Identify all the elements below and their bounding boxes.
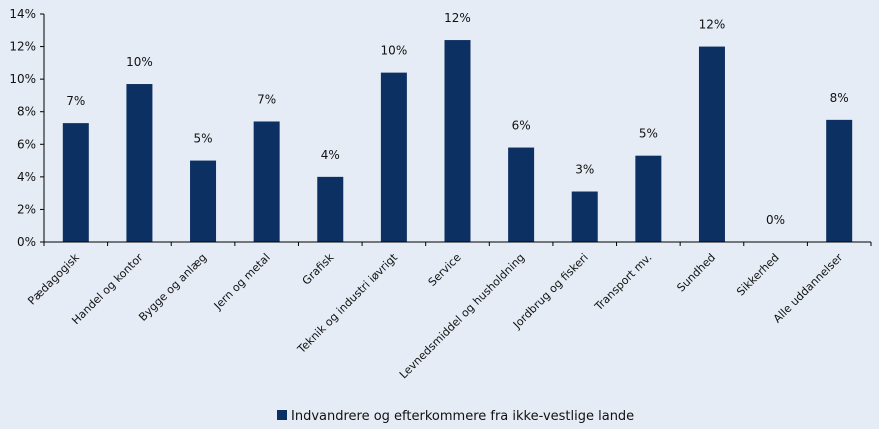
bar — [253, 121, 280, 242]
category-label: Levnedsmiddel og husholdning — [397, 251, 527, 381]
bar — [698, 46, 725, 243]
data-label: 10% — [381, 44, 408, 58]
axes — [43, 14, 872, 246]
data-label: 7% — [257, 92, 276, 106]
data-label: 12% — [444, 11, 471, 25]
y-tick-label: 6% — [17, 137, 36, 151]
data-label: 5% — [639, 127, 658, 141]
category-label: Handel og kontor — [69, 251, 146, 328]
y-tick-label: 12% — [9, 40, 36, 54]
bar — [126, 84, 153, 243]
bar — [317, 176, 344, 242]
legend: Indvandrere og efterkommere fra ikke-ves… — [277, 409, 634, 424]
data-label: 0% — [766, 213, 785, 227]
category-label: Teknik og industri iøvrigt — [294, 250, 400, 356]
category-label: Sikkerhed — [734, 251, 782, 299]
bar — [62, 123, 89, 242]
category-label: Grafisk — [300, 250, 337, 287]
data-label: 7% — [66, 94, 85, 108]
data-label: 10% — [126, 55, 153, 69]
category-label: Jern og metal — [211, 251, 273, 313]
data-label: 12% — [699, 18, 726, 32]
category-label: Sundhed — [674, 251, 718, 295]
bar — [508, 147, 535, 242]
data-label: 5% — [194, 132, 213, 146]
category-label: Bygge og anlæg — [136, 251, 209, 324]
y-tick-label: 0% — [17, 235, 36, 249]
category-label: Pædagogisk — [25, 250, 82, 307]
y-tick-label: 8% — [17, 105, 36, 119]
data-label: 6% — [512, 119, 531, 133]
legend-swatch — [277, 410, 287, 420]
bar — [444, 40, 471, 242]
y-tick-label: 10% — [9, 72, 36, 86]
bar — [635, 155, 662, 242]
category-label: Service — [426, 251, 464, 289]
bar — [571, 191, 598, 242]
category-label: Transport mv. — [592, 251, 655, 314]
y-tick-label: 2% — [17, 202, 36, 216]
legend-label: Indvandrere og efterkommere fra ikke-ves… — [291, 409, 634, 424]
bar — [380, 72, 407, 242]
bar — [826, 119, 853, 242]
data-label: 8% — [830, 91, 849, 105]
data-labels: 7% 10% 5% 7% 4% 10% 12% 6% 3% 5% 12% 0% 8% — [66, 11, 848, 227]
bars — [62, 40, 853, 243]
y-axis-ticks: 0% 2% 4% 6% 8% 10% 12% 14% — [9, 7, 44, 249]
data-label: 4% — [321, 148, 340, 162]
y-tick-label: 4% — [17, 170, 36, 184]
category-label: Alle uddannelser — [771, 251, 846, 326]
bar — [190, 160, 217, 242]
y-tick-label: 14% — [9, 7, 36, 21]
data-label: 3% — [575, 163, 594, 177]
